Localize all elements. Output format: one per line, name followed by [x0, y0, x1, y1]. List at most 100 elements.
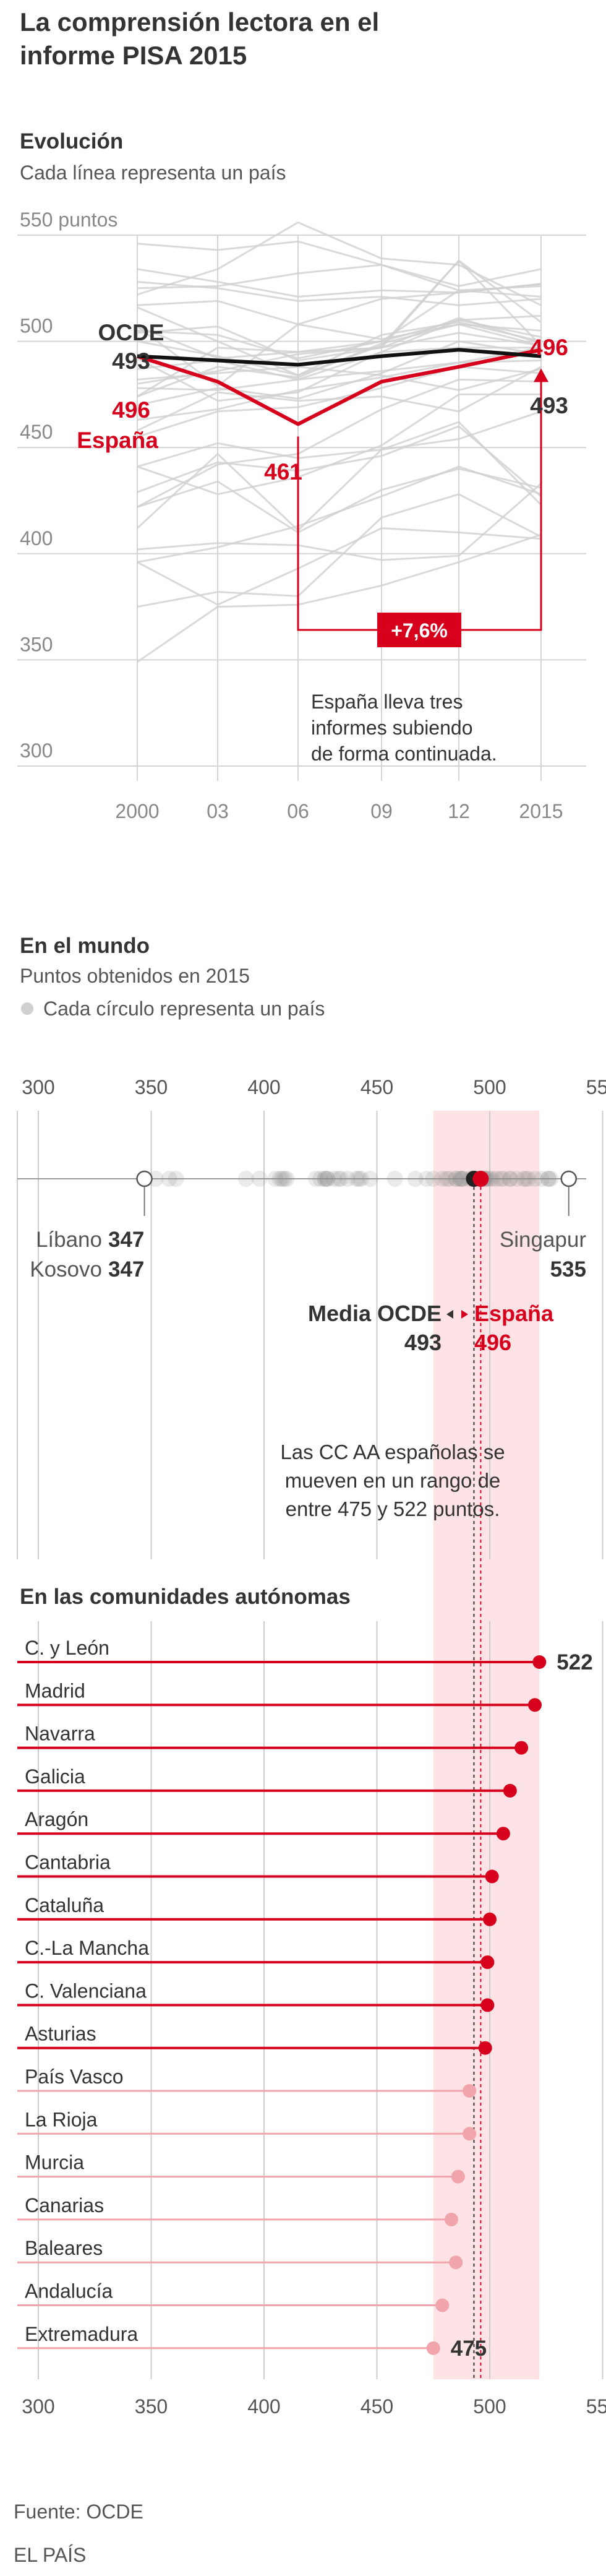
country-dot — [527, 1171, 543, 1187]
y-tick-label: 300 — [20, 739, 53, 762]
region-dot — [426, 2341, 440, 2355]
country-dot — [307, 1171, 324, 1187]
oecd-mean-label: Media OCDE — [308, 1301, 442, 1326]
country-line — [137, 393, 541, 496]
country-dot — [326, 1171, 343, 1187]
country-dot — [333, 1171, 349, 1187]
region-dot — [528, 1698, 542, 1712]
title-line-1: La comprensión lectora en el — [20, 7, 379, 37]
region-dot — [483, 1912, 497, 1926]
region-label: Extremadura — [25, 2323, 138, 2345]
singapore-name: Singapur — [500, 1228, 586, 1252]
country-line — [137, 483, 542, 561]
country-line — [137, 347, 542, 381]
country-line — [137, 268, 542, 298]
region-dot — [480, 1955, 495, 1970]
country-dot — [448, 1171, 464, 1187]
oecd-start-value: 493 — [112, 348, 150, 374]
x-tick-label: 550 — [586, 2395, 606, 2418]
country-dot — [319, 1171, 336, 1187]
country-line — [137, 366, 542, 432]
evolution-title: Evolución — [20, 129, 123, 153]
range-note-line-3: entre 475 y 522 puntos. — [286, 1497, 500, 1520]
region-dot — [514, 1741, 529, 1755]
singapore-value: 535 — [550, 1257, 586, 1282]
x-tick-label: 03 — [207, 800, 229, 822]
spain-mean-dot — [472, 1171, 489, 1187]
spain-mean-arrow — [461, 1310, 468, 1319]
country-line — [137, 527, 542, 606]
region-dot — [480, 1998, 495, 2012]
country-dot — [520, 1171, 537, 1187]
max-value-label: 522 — [557, 1650, 592, 1674]
country-dot — [454, 1171, 471, 1187]
country-line — [136, 421, 542, 532]
footer-publisher: EL PAÍS — [14, 2544, 86, 2566]
x-tick-label: 350 — [135, 2395, 168, 2418]
highest-country-marker — [560, 1170, 577, 1187]
country-dot — [493, 1171, 510, 1187]
country-line — [137, 425, 542, 498]
country-dot — [533, 1171, 550, 1187]
region-label: C. y León — [25, 1637, 109, 1659]
x-tick-label: 06 — [287, 800, 309, 822]
country-line — [137, 317, 542, 362]
x-tick-label: 12 — [448, 800, 470, 822]
country-line — [137, 533, 542, 663]
country-dot — [452, 1171, 469, 1187]
country-dot — [278, 1171, 295, 1187]
x-tick-label: 2015 — [519, 800, 563, 822]
x-tick-label: 350 — [135, 1076, 168, 1098]
region-label: Andalucía — [25, 2280, 113, 2302]
country-dot — [362, 1171, 378, 1187]
country-line — [137, 332, 542, 398]
country-dot — [386, 1171, 403, 1187]
note-line-3: de forma continuada. — [311, 743, 497, 765]
region-label: Asturias — [25, 2023, 96, 2045]
country-dot — [317, 1171, 333, 1187]
region-label: C.-La Mancha — [25, 1937, 149, 1959]
country-dot — [351, 1171, 367, 1187]
country-dot — [330, 1171, 347, 1187]
min-value-label: 475 — [451, 2337, 487, 2361]
title-line-2: informe PISA 2015 — [20, 41, 247, 70]
country-line — [137, 221, 542, 306]
country-line — [137, 240, 542, 291]
country-dot — [339, 1171, 356, 1187]
country-dot — [488, 1171, 505, 1187]
country-dot — [237, 1171, 254, 1187]
country-dot — [352, 1171, 369, 1187]
region-dot — [463, 2084, 477, 2098]
country-dot — [508, 1171, 525, 1187]
spain-mean-value: 496 — [474, 1330, 511, 1355]
country-dot — [274, 1171, 291, 1187]
region-label: Baleares — [25, 2237, 103, 2259]
country-line — [137, 378, 542, 508]
country-line — [137, 366, 542, 392]
country-dot — [484, 1171, 500, 1187]
oecd-name-label: OCDE — [98, 320, 164, 345]
region-dot — [478, 2041, 492, 2055]
lowest-country-marker — [136, 1170, 153, 1187]
spain-mean-label: España — [474, 1301, 554, 1326]
country-dot — [312, 1171, 329, 1187]
region-dot — [496, 1827, 510, 1841]
country-dot — [454, 1171, 471, 1187]
world-labels: Líbano 347 Kosovo 347 Singapur 535 Media… — [30, 1228, 586, 1520]
lebanon-value: 347 — [108, 1228, 144, 1252]
region-label: País Vasco — [25, 2066, 123, 2088]
regions-plot: 300 350 400 450 500 550 C. y León Madrid Navarra… — [17, 1621, 606, 2418]
kosovo-value: 347 — [108, 1257, 144, 1282]
country-dot — [452, 1171, 469, 1187]
country-dot — [276, 1171, 292, 1187]
country-line — [137, 366, 542, 438]
evolution-grid: 550 puntos 500 450 400 350 300 2000 03 06 09 12 201… — [17, 209, 586, 822]
y-tick-label: 400 — [20, 527, 53, 549]
x-tick-label: 400 — [247, 2395, 280, 2418]
country-line — [137, 340, 542, 407]
world-plot: 300 350 400 450 500 550 — [17, 1076, 606, 2379]
x-tick-label: 300 — [22, 2395, 54, 2418]
evolution-subtitle: Cada línea representa un país — [20, 162, 286, 184]
country-dot — [348, 1171, 365, 1187]
